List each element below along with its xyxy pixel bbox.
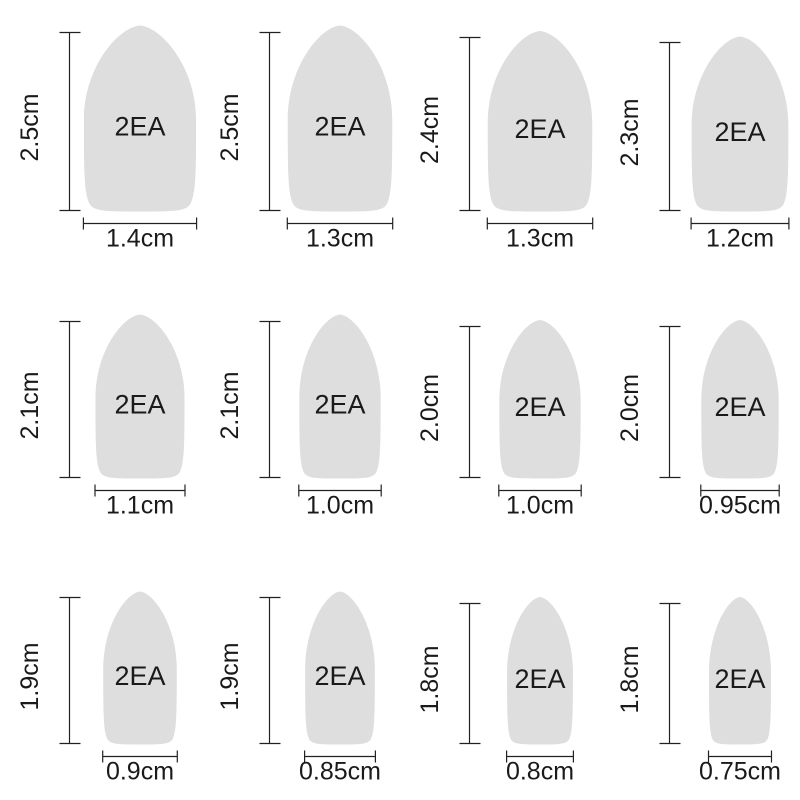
svg-text:1.3cm: 1.3cm <box>506 224 574 252</box>
svg-text:2EA: 2EA <box>314 111 365 141</box>
svg-text:1.8cm: 1.8cm <box>416 646 444 714</box>
svg-text:2EA: 2EA <box>714 117 765 147</box>
svg-text:2EA: 2EA <box>314 661 365 691</box>
svg-text:1.9cm: 1.9cm <box>216 643 244 711</box>
svg-text:0.75cm: 0.75cm <box>699 758 781 786</box>
svg-text:1.1cm: 1.1cm <box>106 491 174 519</box>
svg-text:2EA: 2EA <box>714 392 765 422</box>
svg-text:1.9cm: 1.9cm <box>16 643 44 711</box>
svg-text:2EA: 2EA <box>514 392 565 422</box>
svg-text:1.0cm: 1.0cm <box>506 491 574 519</box>
svg-text:2EA: 2EA <box>114 111 165 141</box>
svg-text:1.0cm: 1.0cm <box>306 491 374 519</box>
svg-text:1.2cm: 1.2cm <box>706 224 774 252</box>
svg-text:0.95cm: 0.95cm <box>699 491 781 519</box>
svg-text:2.5cm: 2.5cm <box>216 93 244 161</box>
svg-text:2.5cm: 2.5cm <box>16 93 44 161</box>
svg-text:2EA: 2EA <box>514 114 565 144</box>
svg-text:1.8cm: 1.8cm <box>616 646 644 714</box>
svg-text:2.4cm: 2.4cm <box>416 96 444 164</box>
svg-text:2.0cm: 2.0cm <box>416 374 444 442</box>
svg-text:2EA: 2EA <box>114 389 165 419</box>
svg-text:2.1cm: 2.1cm <box>16 371 44 439</box>
svg-text:0.8cm: 0.8cm <box>506 758 574 786</box>
svg-text:2EA: 2EA <box>314 389 365 419</box>
svg-text:2EA: 2EA <box>714 664 765 694</box>
svg-text:0.85cm: 0.85cm <box>299 758 381 786</box>
svg-text:2EA: 2EA <box>514 664 565 694</box>
svg-text:1.4cm: 1.4cm <box>106 224 174 252</box>
svg-text:2.0cm: 2.0cm <box>616 374 644 442</box>
svg-text:2.1cm: 2.1cm <box>216 371 244 439</box>
svg-text:1.3cm: 1.3cm <box>306 224 374 252</box>
svg-text:0.9cm: 0.9cm <box>106 758 174 786</box>
svg-text:2.3cm: 2.3cm <box>616 98 644 166</box>
svg-text:2EA: 2EA <box>114 661 165 691</box>
